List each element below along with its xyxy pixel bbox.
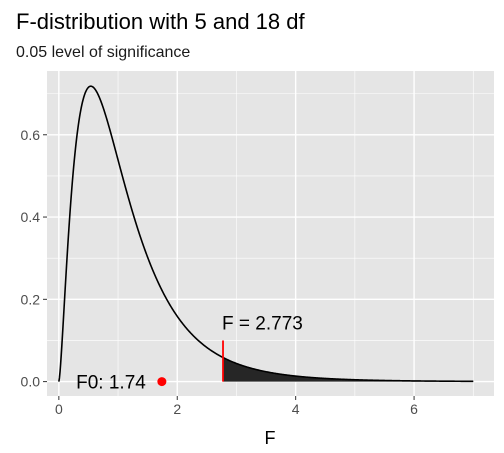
x-tick-label: 6 [410, 401, 418, 417]
chart-subtitle: 0.05 level of significance [16, 44, 190, 61]
y-tick-label: 0.4 [21, 209, 41, 225]
y-axis: 0.0 0.2 0.4 0.6 [21, 127, 47, 390]
observed-statistic-point [157, 377, 167, 387]
x-axis: 0 2 4 6 [55, 396, 418, 417]
critical-value-label: F = 2.773 [222, 313, 303, 334]
density-curve [58, 85, 474, 383]
plot-panel [47, 71, 494, 396]
x-tick-label: 0 [55, 401, 63, 417]
y-tick-label: 0.2 [21, 291, 41, 307]
y-tick-label: 0.6 [21, 127, 41, 143]
x-tick-label: 4 [292, 401, 300, 417]
observed-statistic-label: F0: 1.74 [76, 373, 146, 394]
x-axis-title: F [265, 428, 276, 448]
y-tick-label: 0.0 [21, 374, 41, 390]
chart-title: F-distribution with 5 and 18 df [16, 9, 305, 34]
x-tick-label: 2 [173, 401, 181, 417]
